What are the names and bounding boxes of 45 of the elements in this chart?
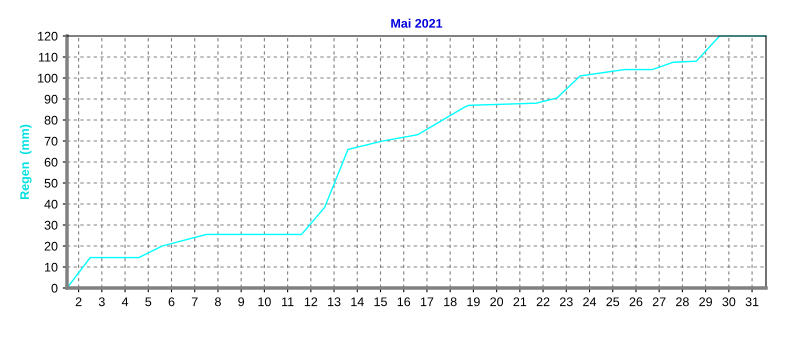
x-tick-label: 11: [282, 297, 294, 306]
x-tick-label: 19: [467, 297, 480, 306]
x-tick-label: 25: [606, 297, 620, 306]
x-tick-label: 26: [630, 297, 642, 306]
x-tick-label: 16: [398, 297, 410, 306]
x-tick-label: 2: [76, 297, 82, 306]
chart-title: Mai 2021: [391, 18, 442, 28]
x-tick-label: 28: [676, 297, 689, 306]
x-tick-label: 31: [746, 297, 758, 306]
y-tick-label: 100: [38, 74, 58, 83]
y-tick-label: 120: [38, 32, 58, 41]
x-tick-label: 29: [699, 297, 712, 306]
x-tick-label: 17: [420, 297, 434, 306]
x-tick-label: 15: [374, 297, 387, 306]
y-tick-label: 90: [44, 94, 58, 104]
x-tick-label: 24: [583, 297, 596, 306]
x-tick-label: 21: [514, 297, 526, 306]
x-tick-label: 6: [168, 297, 174, 306]
x-tick-label: 8: [215, 297, 221, 306]
x-tick-label: 10: [258, 297, 271, 306]
x-tick-label: 18: [444, 297, 457, 306]
y-tick-label: 30: [44, 220, 58, 230]
x-tick-label: 20: [490, 297, 504, 306]
x-tick-label: 9: [238, 297, 244, 306]
y-tick-label: 110: [38, 52, 58, 62]
x-tick-label: 23: [560, 297, 573, 306]
x-tick-label: 3: [98, 297, 105, 306]
x-tick-label: 5: [145, 297, 152, 306]
y-tick-label: 10: [45, 262, 58, 272]
y-tick-label: 60: [44, 158, 58, 167]
y-tick-label: 20: [44, 242, 58, 251]
y-tick-label: 0: [52, 284, 58, 293]
x-tick-label: 12: [304, 297, 318, 306]
x-tick-label: 13: [328, 297, 340, 306]
y-tick-label: 70: [44, 136, 58, 146]
x-tick-label: 27: [652, 297, 666, 306]
x-tick-label: 4: [122, 297, 128, 306]
x-tick-label: 22: [536, 297, 550, 306]
y-tick-label: 40: [44, 200, 58, 209]
x-tick-label: 30: [722, 297, 736, 306]
y-tick-label: 50: [44, 178, 58, 188]
x-tick-label: 7: [192, 297, 198, 306]
y-tick-label: 80: [44, 116, 58, 125]
x-tick-label: 14: [351, 297, 364, 306]
y-axis-title: Regen (mm): [20, 124, 32, 200]
